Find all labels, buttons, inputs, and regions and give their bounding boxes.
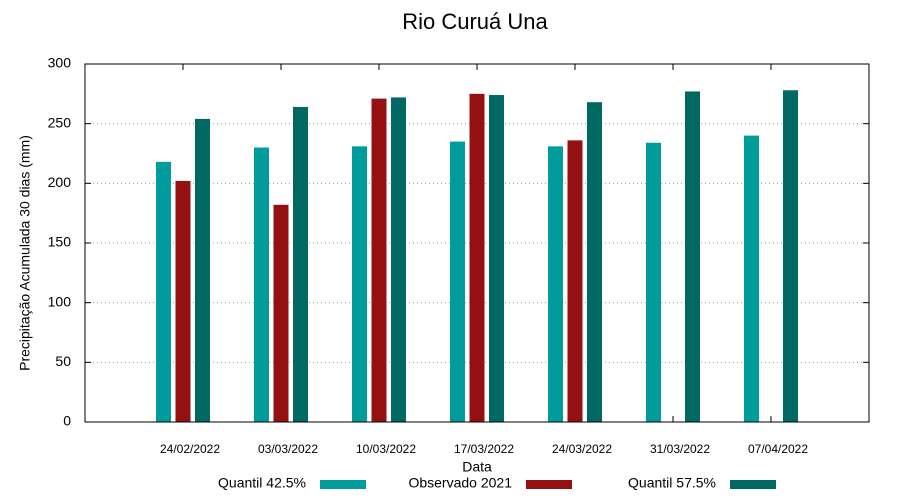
bar: [391, 97, 406, 422]
bar: [371, 98, 387, 423]
bar: [450, 141, 465, 423]
x-tick-label: 07/04/2022: [748, 442, 808, 456]
x-tick-label: 17/03/2022: [454, 442, 514, 456]
y-tick-label: 0: [63, 413, 71, 429]
x-tick-label: 31/03/2022: [650, 442, 710, 456]
legend-swatch: [526, 480, 572, 489]
x-axis-title: Data: [462, 459, 492, 475]
y-tick-label: 50: [55, 353, 71, 369]
bar: [469, 93, 485, 422]
y-tick-label: 150: [48, 234, 72, 250]
bar: [548, 146, 563, 422]
bar: [685, 91, 700, 423]
legend-label: Quantil 57.5%: [628, 475, 716, 491]
bar: [175, 180, 191, 422]
bar: [646, 142, 661, 422]
y-tick-label: 200: [48, 174, 72, 190]
legend-swatch: [730, 480, 776, 489]
bar: [744, 135, 759, 422]
x-tick-label: 24/02/2022: [160, 442, 220, 456]
bar: [293, 106, 308, 423]
bar: [156, 161, 171, 422]
bar: [489, 95, 504, 422]
bar: [254, 147, 269, 423]
bar: [783, 90, 798, 423]
y-axis-title: Precipitação Acumulada 30 dias (mm): [17, 135, 33, 371]
x-tick-label: 10/03/2022: [356, 442, 416, 456]
chart-title: Rio Curuá Una: [402, 9, 548, 34]
legend-label: Quantil 42.5%: [218, 475, 306, 491]
bar: [195, 118, 210, 422]
bar: [567, 140, 583, 422]
legend-swatch: [320, 480, 366, 489]
x-tick-label: 24/03/2022: [552, 442, 612, 456]
y-tick-label: 100: [48, 293, 72, 309]
legend-label: Observado 2021: [408, 475, 512, 491]
y-tick-label: 250: [48, 114, 72, 130]
x-tick-label: 03/03/2022: [258, 442, 318, 456]
plot-frame: [84, 63, 870, 423]
bar: [273, 204, 289, 422]
bar: [352, 146, 367, 422]
bar: [587, 102, 602, 422]
y-tick-label: 300: [48, 55, 72, 71]
